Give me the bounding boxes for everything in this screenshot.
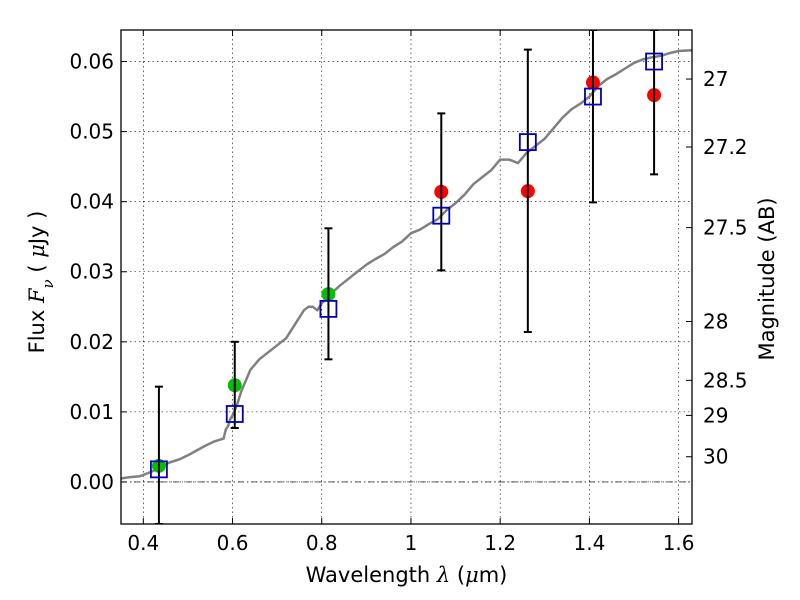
x-axis-label-text: Wavelength — [306, 563, 437, 587]
y-tick-label: 0.05 — [69, 120, 114, 144]
model-spectrum-line — [121, 49, 692, 480]
grid — [121, 30, 692, 524]
x-tick-label: 1.2 — [484, 531, 516, 555]
y-tick-label: 0.04 — [69, 190, 114, 214]
x-tick-label: 1 — [405, 531, 418, 555]
y-axis-label: Flux Fν ( μJy ) — [25, 211, 57, 354]
x-tick-label: 0.6 — [217, 531, 249, 555]
x-tick-label: 1.6 — [663, 531, 695, 555]
right-tick-label: 29 — [703, 403, 728, 427]
y-axis-unit-open: ( — [25, 258, 49, 280]
model-flux-square — [645, 52, 663, 71]
right-tick-label: 28 — [703, 309, 728, 333]
y-tick-label: 0.02 — [69, 330, 114, 354]
data-layer — [121, 30, 692, 524]
model-flux-square — [319, 299, 338, 318]
y-axis-F: F — [25, 287, 49, 304]
series-group — [121, 30, 692, 524]
plot-frame — [120, 29, 693, 525]
x-tick-label: 1.4 — [573, 531, 605, 555]
x-axis-lambda: λ — [436, 563, 450, 587]
x-axis-mu: μ — [465, 563, 479, 587]
right-tick-label: 27.2 — [703, 135, 748, 159]
ticks: 0.4 0.6 0.8 1 1.2 1.4 1.6 0.00 0.01 0.02 0.03 0.04 0… — [69, 30, 748, 555]
y-tick-label: 0.03 — [69, 260, 114, 284]
y-axis-label-text: Flux — [25, 303, 49, 353]
y-axis-unit-close: Jy ) — [25, 211, 49, 247]
y-axis-mu: μ — [25, 244, 49, 258]
y-axis-nu: ν — [39, 279, 57, 288]
x-axis-unit: ( — [450, 563, 465, 587]
x-tick-label: 0.4 — [127, 531, 159, 555]
model-flux-square — [225, 405, 244, 423]
model-flux-square — [150, 460, 168, 479]
x-tick-label: 0.8 — [306, 531, 338, 555]
x-axis-label: Wavelength λ (μm) — [306, 563, 508, 587]
right-tick-label: 28.5 — [703, 368, 748, 392]
right-tick-label: 30 — [703, 445, 728, 469]
right-tick-label: 27 — [703, 67, 728, 91]
y-tick-label: 0.01 — [69, 400, 114, 424]
right-axis-label: Magnitude (AB) — [755, 197, 779, 360]
model-flux-square — [518, 133, 537, 152]
y-tick-label: 0.00 — [69, 470, 114, 494]
x-axis-unit-end: m) — [479, 563, 508, 587]
right-tick-label: 27.5 — [703, 216, 748, 240]
model-flux-square — [432, 206, 451, 225]
y-tick-label: 0.06 — [69, 50, 114, 74]
model-flux-square — [584, 87, 602, 106]
